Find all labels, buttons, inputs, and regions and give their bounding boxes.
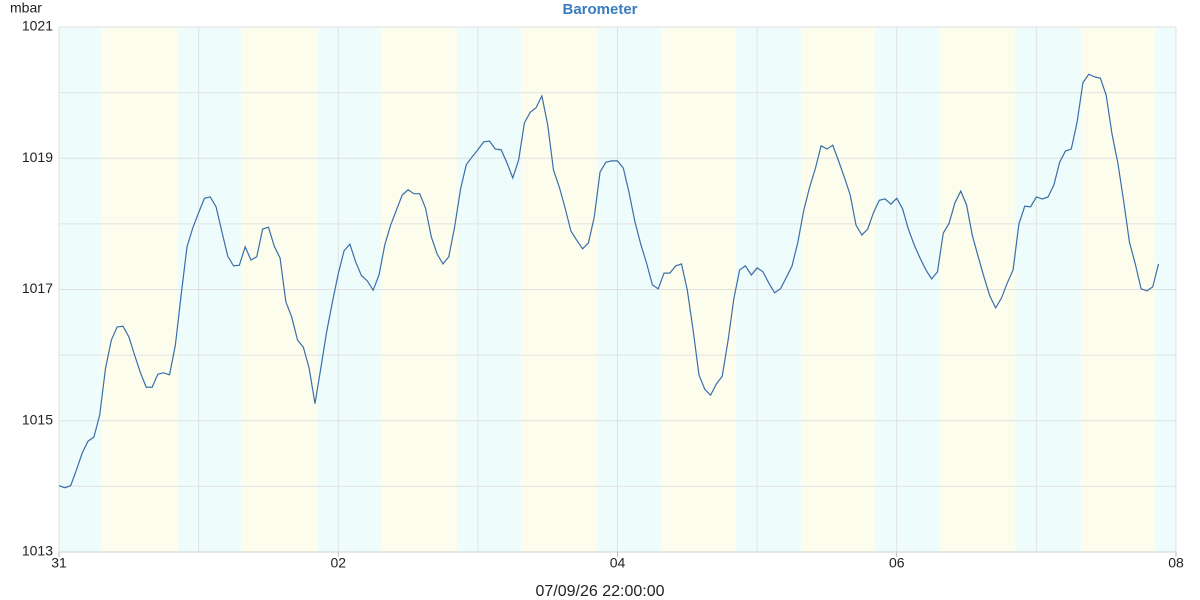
chart-title: Barometer bbox=[562, 1, 637, 18]
y-tick-label: 1017 bbox=[22, 280, 53, 296]
x-axis-label: 07/09/26 22:00:00 bbox=[535, 583, 664, 600]
y-tick-label: 1021 bbox=[22, 18, 53, 34]
x-tick-label: 08 bbox=[1168, 555, 1184, 571]
x-tick-label: 31 bbox=[51, 555, 67, 571]
y-tick-label: 1013 bbox=[22, 543, 53, 559]
x-tick-label: 02 bbox=[330, 555, 346, 571]
y-tick-label: 1015 bbox=[22, 411, 53, 427]
y-axis-unit: mbar bbox=[10, 0, 42, 16]
line bbox=[58, 73, 1160, 489]
y-tick-label: 1019 bbox=[22, 149, 53, 165]
x-tick-label: 04 bbox=[610, 555, 626, 571]
x-tick-label: 06 bbox=[889, 555, 905, 571]
